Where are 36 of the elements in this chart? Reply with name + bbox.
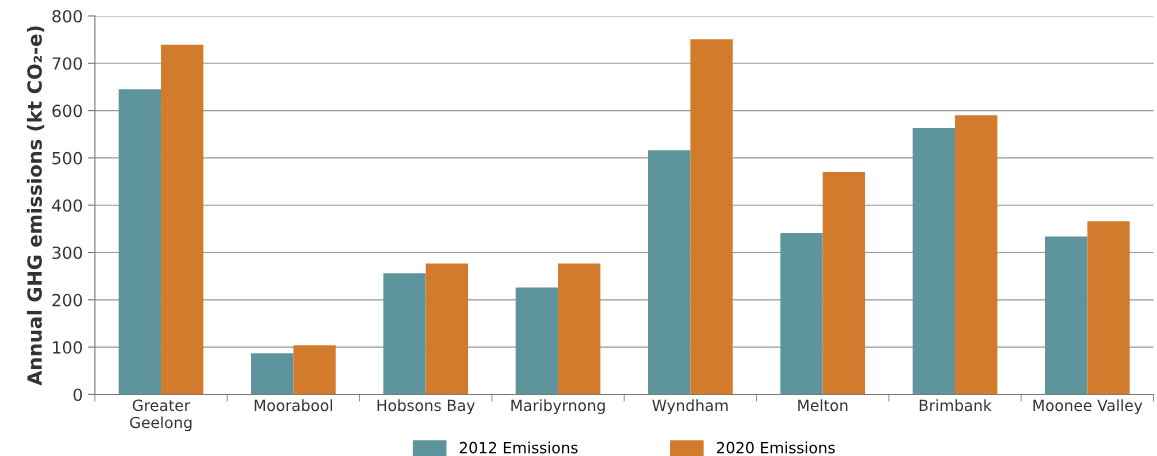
y-tick-label: 600 (52, 104, 82, 118)
x-tick-label: Moonee Valley (1033, 399, 1143, 415)
x-tick-label: Moorabool (254, 399, 333, 412)
legend-label: 2012 Emissions (459, 441, 578, 454)
y-tick-label: 500 (52, 151, 82, 165)
bar (515, 287, 559, 395)
bar (1087, 221, 1130, 395)
bar (161, 44, 204, 395)
bar (648, 150, 691, 395)
bar (690, 39, 733, 395)
y-tick-label: 300 (52, 246, 82, 260)
bar (383, 273, 426, 395)
bar (425, 263, 469, 395)
bar (780, 233, 823, 395)
x-tick-label: Brimbank (919, 399, 992, 412)
y-tick-label: 400 (52, 199, 82, 212)
y-axis-title: Annual GHG emissions (kt CO₂-e) (26, 26, 45, 386)
bar (955, 115, 998, 395)
y-tick-label: 200 (52, 293, 82, 307)
bar (558, 263, 601, 395)
y-tick-label: 800 (52, 9, 82, 23)
x-tick-label: Wyndham (652, 399, 728, 415)
x-tick-label: Greater Geelong (130, 399, 192, 432)
legend-label: 2020 Emissions (716, 441, 835, 454)
x-tick-label: Hobsons Bay (377, 399, 475, 415)
bar (1045, 236, 1088, 395)
y-tick-label: 700 (52, 57, 82, 70)
x-tick-label: Maribyrnong (511, 399, 605, 415)
bar (912, 128, 956, 395)
x-tick-label: Melton (798, 399, 848, 412)
bar (293, 345, 336, 395)
bar (118, 89, 162, 395)
y-tick-label: 100 (53, 341, 82, 354)
bar (822, 172, 866, 395)
y-tick-label: 0 (73, 388, 82, 402)
bar (251, 353, 294, 395)
